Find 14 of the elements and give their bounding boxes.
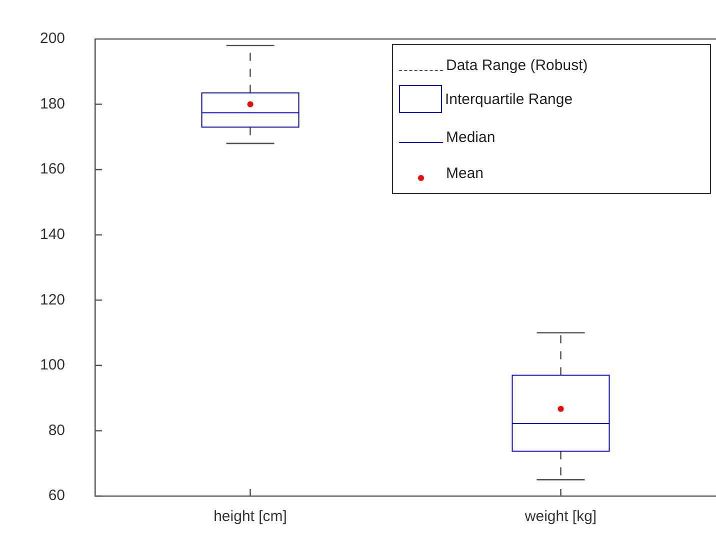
y-tick-label: 200 (40, 30, 66, 48)
x-tick-label: height [cm] (214, 508, 287, 526)
y-tick-label: 100 (40, 356, 66, 374)
y-tick-label: 160 (40, 160, 66, 178)
y-tick-label: 180 (40, 95, 66, 112)
annotation: Data Range (Robust) (446, 56, 588, 74)
y-tick-label: 60 (48, 487, 66, 504)
y-tick-label: 120 (40, 291, 66, 308)
annotation: Mean (446, 164, 484, 182)
annotation: Median (446, 128, 496, 146)
annotation: Interquartile Range (445, 90, 573, 108)
y-tick-label: 80 (48, 422, 66, 439)
x-tick-label: weight [kg] (524, 508, 597, 526)
y-tick-label: 140 (40, 226, 66, 243)
